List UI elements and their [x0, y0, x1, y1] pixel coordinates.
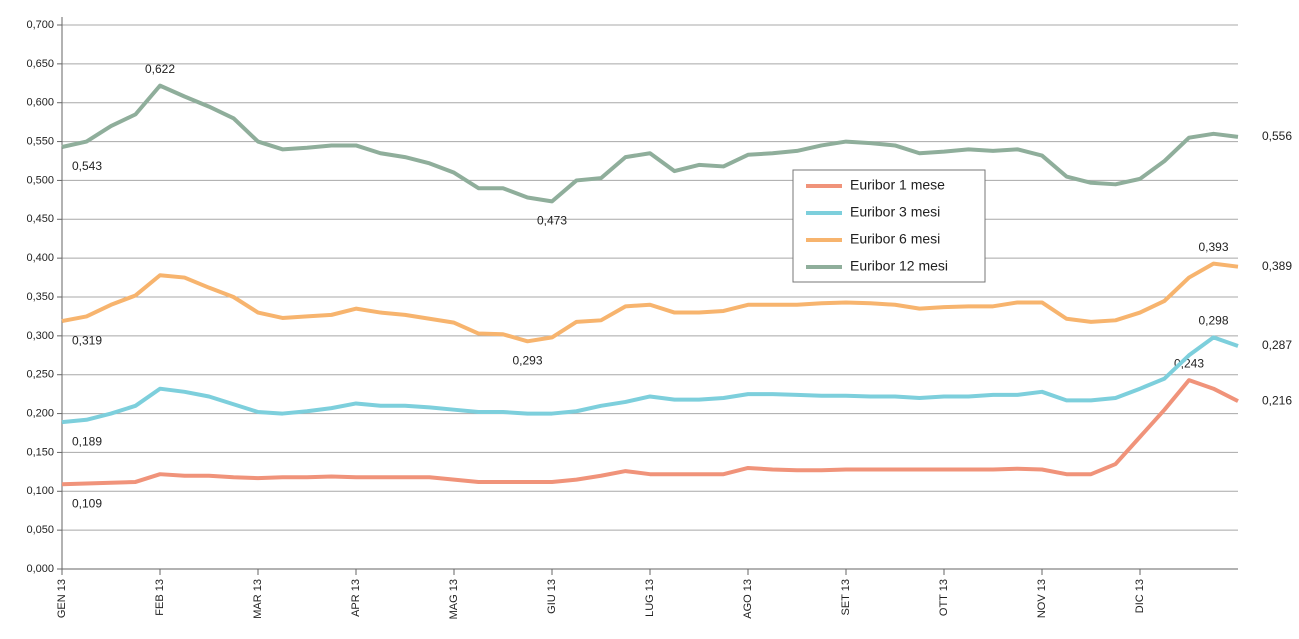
series-line [61, 378, 1239, 487]
series-line [61, 261, 1239, 344]
legend-label: Euribor 1 mese [850, 177, 945, 193]
y-tick-label: 0,650 [26, 58, 54, 70]
x-tick-label: NOV 13 [1036, 579, 1048, 618]
data-label: 0,543 [72, 159, 102, 173]
x-tick-label: MAG 13 [448, 579, 460, 619]
x-tick-label: LUG 13 [644, 579, 656, 617]
x-tick-label: SET 13 [840, 579, 852, 616]
y-tick-label: 0,600 [26, 97, 54, 109]
legend-label: Euribor 6 mesi [850, 231, 940, 247]
y-tick-label: 0,700 [26, 19, 54, 31]
x-tick-label: DIC 13 [1134, 579, 1146, 613]
legend-label: Euribor 3 mesi [850, 204, 940, 220]
x-tick-label: MAR 13 [252, 579, 264, 619]
y-tick-label: 0,450 [26, 213, 54, 225]
data-label: 0,293 [512, 353, 542, 367]
series-line [61, 335, 1239, 425]
y-tick-label: 0,350 [26, 291, 54, 303]
data-label: 0,393 [1198, 240, 1228, 254]
data-label: 0,319 [72, 333, 102, 347]
data-label: 0,298 [1198, 314, 1228, 328]
data-label: 0,389 [1262, 259, 1292, 273]
y-tick-label: 0,500 [26, 174, 54, 186]
data-label: 0,189 [72, 434, 102, 448]
y-tick-label: 0,050 [26, 524, 54, 536]
x-tick-label: AGO 13 [742, 579, 754, 619]
data-label: 0,109 [72, 496, 102, 510]
x-tick-label: GIU 13 [546, 579, 558, 614]
legend-box [792, 169, 986, 283]
y-tick-label: 0,200 [26, 407, 54, 419]
data-label: 0,556 [1262, 129, 1292, 143]
y-tick-label: 0,000 [26, 563, 54, 575]
x-tick-label: OTT 13 [938, 579, 950, 616]
data-label: 0,216 [1262, 393, 1292, 407]
legend: Euribor 1 mese Euribor 3 mesi Euribor 6 me… [792, 169, 986, 283]
x-tick-label: APR 13 [350, 579, 362, 617]
x-tick-label: FEB 13 [154, 579, 166, 616]
y-tick-label: 0,150 [26, 446, 54, 458]
y-tick-label: 0,400 [26, 252, 54, 264]
y-tick-label: 0,100 [26, 485, 54, 497]
series-line [61, 83, 1239, 204]
data-label: 0,622 [145, 62, 175, 76]
x-tick-label: GEN 13 [56, 579, 68, 618]
data-label: 0,473 [537, 214, 567, 228]
y-tick-label: 0,300 [26, 330, 54, 342]
y-tick-label: 0,550 [26, 135, 54, 147]
data-label: 0,287 [1262, 338, 1292, 352]
legend-label: Euribor 12 mesi [850, 258, 948, 274]
y-tick-label: 0,250 [26, 369, 54, 381]
